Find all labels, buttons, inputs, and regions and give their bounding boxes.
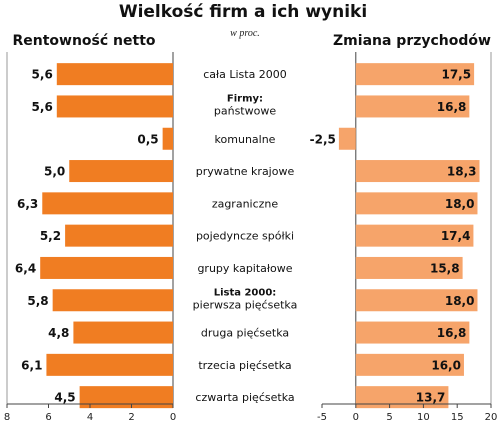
left-bar [52,289,173,312]
category-labels: cała Lista 2000 Firmy:państwowe komunalne p… [193,68,298,404]
chart-subtitle: w proc. [230,28,260,39]
category-label: zagraniczne [212,197,279,210]
left-bar [73,321,173,344]
right-tick-label: -5 [317,412,327,423]
left-bar-label: 4,8 [48,326,69,340]
left-tick-label: 0 [170,412,176,423]
right-bar [355,289,478,312]
right-tick-label: 5 [386,412,392,423]
category-group-label: Firmy: [227,93,263,104]
left-tick-label: 8 [4,412,10,423]
right-bar-label: 15,8 [430,261,460,275]
left-bar-label: 4,5 [54,391,75,405]
right-tick-label: 10 [417,412,430,423]
left-bar [56,95,173,118]
category-label: prywatne krajowe [196,165,295,178]
category-label: państwowe [214,104,276,117]
left-bar-label: 0,5 [137,132,158,146]
left-panel: 5,6 5,6 0,5 5,0 6,3 5,2 6,4 5,8 4,8 6,1 4,5 8 6 4 2 0 [4,52,176,423]
right-bar [355,95,470,118]
right-tick-label: 20 [485,412,498,423]
right-bar-label: 16,0 [431,358,461,372]
category-label: czwarta pięćsetka [195,391,294,404]
left-tick-label: 6 [45,412,51,423]
left-bar-label: 5,6 [32,100,53,114]
right-bar-label: 18,0 [445,294,475,308]
right-bar [355,160,480,183]
category-label: pierwsza pięćsetka [193,298,298,311]
right-bar [355,256,463,279]
category-label: cała Lista 2000 [203,68,287,81]
left-bar [79,386,173,409]
right-bar-label: 16,8 [437,326,467,340]
chart-title: Wielkość firm a ich wyniki [119,2,367,22]
category-label: trzecia pięćsetka [198,359,291,372]
right-panel-title: Zmiana przychodów [333,33,491,49]
left-bar [46,353,173,376]
left-bar [65,224,173,247]
left-bar-label: 6,3 [17,197,38,211]
right-bar [338,127,356,150]
category-label: pojedyncze spółki [196,230,294,243]
left-bar [42,192,174,215]
left-bar-label: 5,0 [44,165,65,179]
left-bar-label: 6,1 [21,358,42,372]
right-bar-label: 17,4 [441,229,471,243]
left-bar-label: 5,8 [27,294,48,308]
right-bar [355,386,449,409]
right-bar [355,63,475,86]
right-bar-label: -2,5 [310,132,336,146]
left-bar [69,160,173,183]
left-bar [40,256,174,279]
category-label: grupy kapitałowe [197,262,292,275]
category-label: druga pięćsetka [201,327,289,340]
right-bar-label: 18,0 [445,197,475,211]
right-bar [355,192,478,215]
left-bar [56,63,173,86]
right-bar-label: 17,5 [441,68,471,82]
right-bar [355,321,470,344]
left-bar-label: 5,2 [40,229,61,243]
right-panel: 17,5 16,8 -2,5 18,3 18,0 17,4 15,8 18,0 16,8 16,0… [310,52,498,423]
left-bar-label: 5,6 [32,68,53,82]
category-label: komunalne [215,133,276,146]
category-group-label: Lista 2000: [214,287,277,298]
right-bar [355,224,474,247]
left-panel-title: Rentowność netto [12,33,155,49]
left-bar [162,127,173,150]
right-tick-label: 0 [353,412,359,423]
left-bar-label: 6,4 [15,261,36,275]
left-tick-label: 2 [128,412,134,423]
right-bar [355,353,464,376]
right-bar-label: 18,3 [447,165,477,179]
right-bar-label: 13,7 [416,391,446,405]
left-tick-label: 4 [87,412,93,423]
right-bar-label: 16,8 [437,100,467,114]
right-tick-label: 15 [451,412,464,423]
